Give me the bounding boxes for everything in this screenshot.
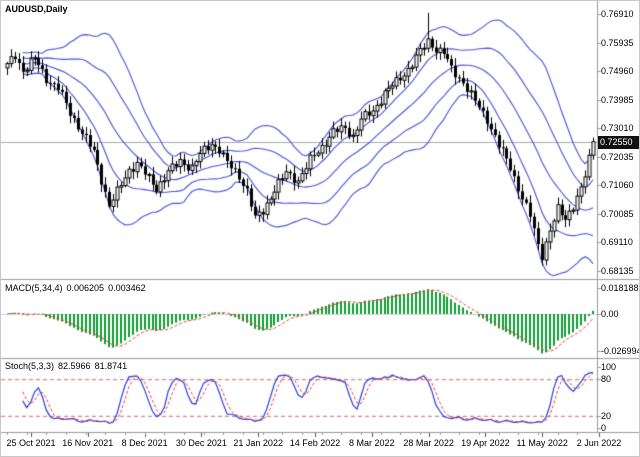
trading-chart-window: AUDUSD,Daily MACD(5,34,4) 0.006205 0.00346… xyxy=(0,0,640,457)
price-chart-canvas[interactable] xyxy=(1,1,639,456)
